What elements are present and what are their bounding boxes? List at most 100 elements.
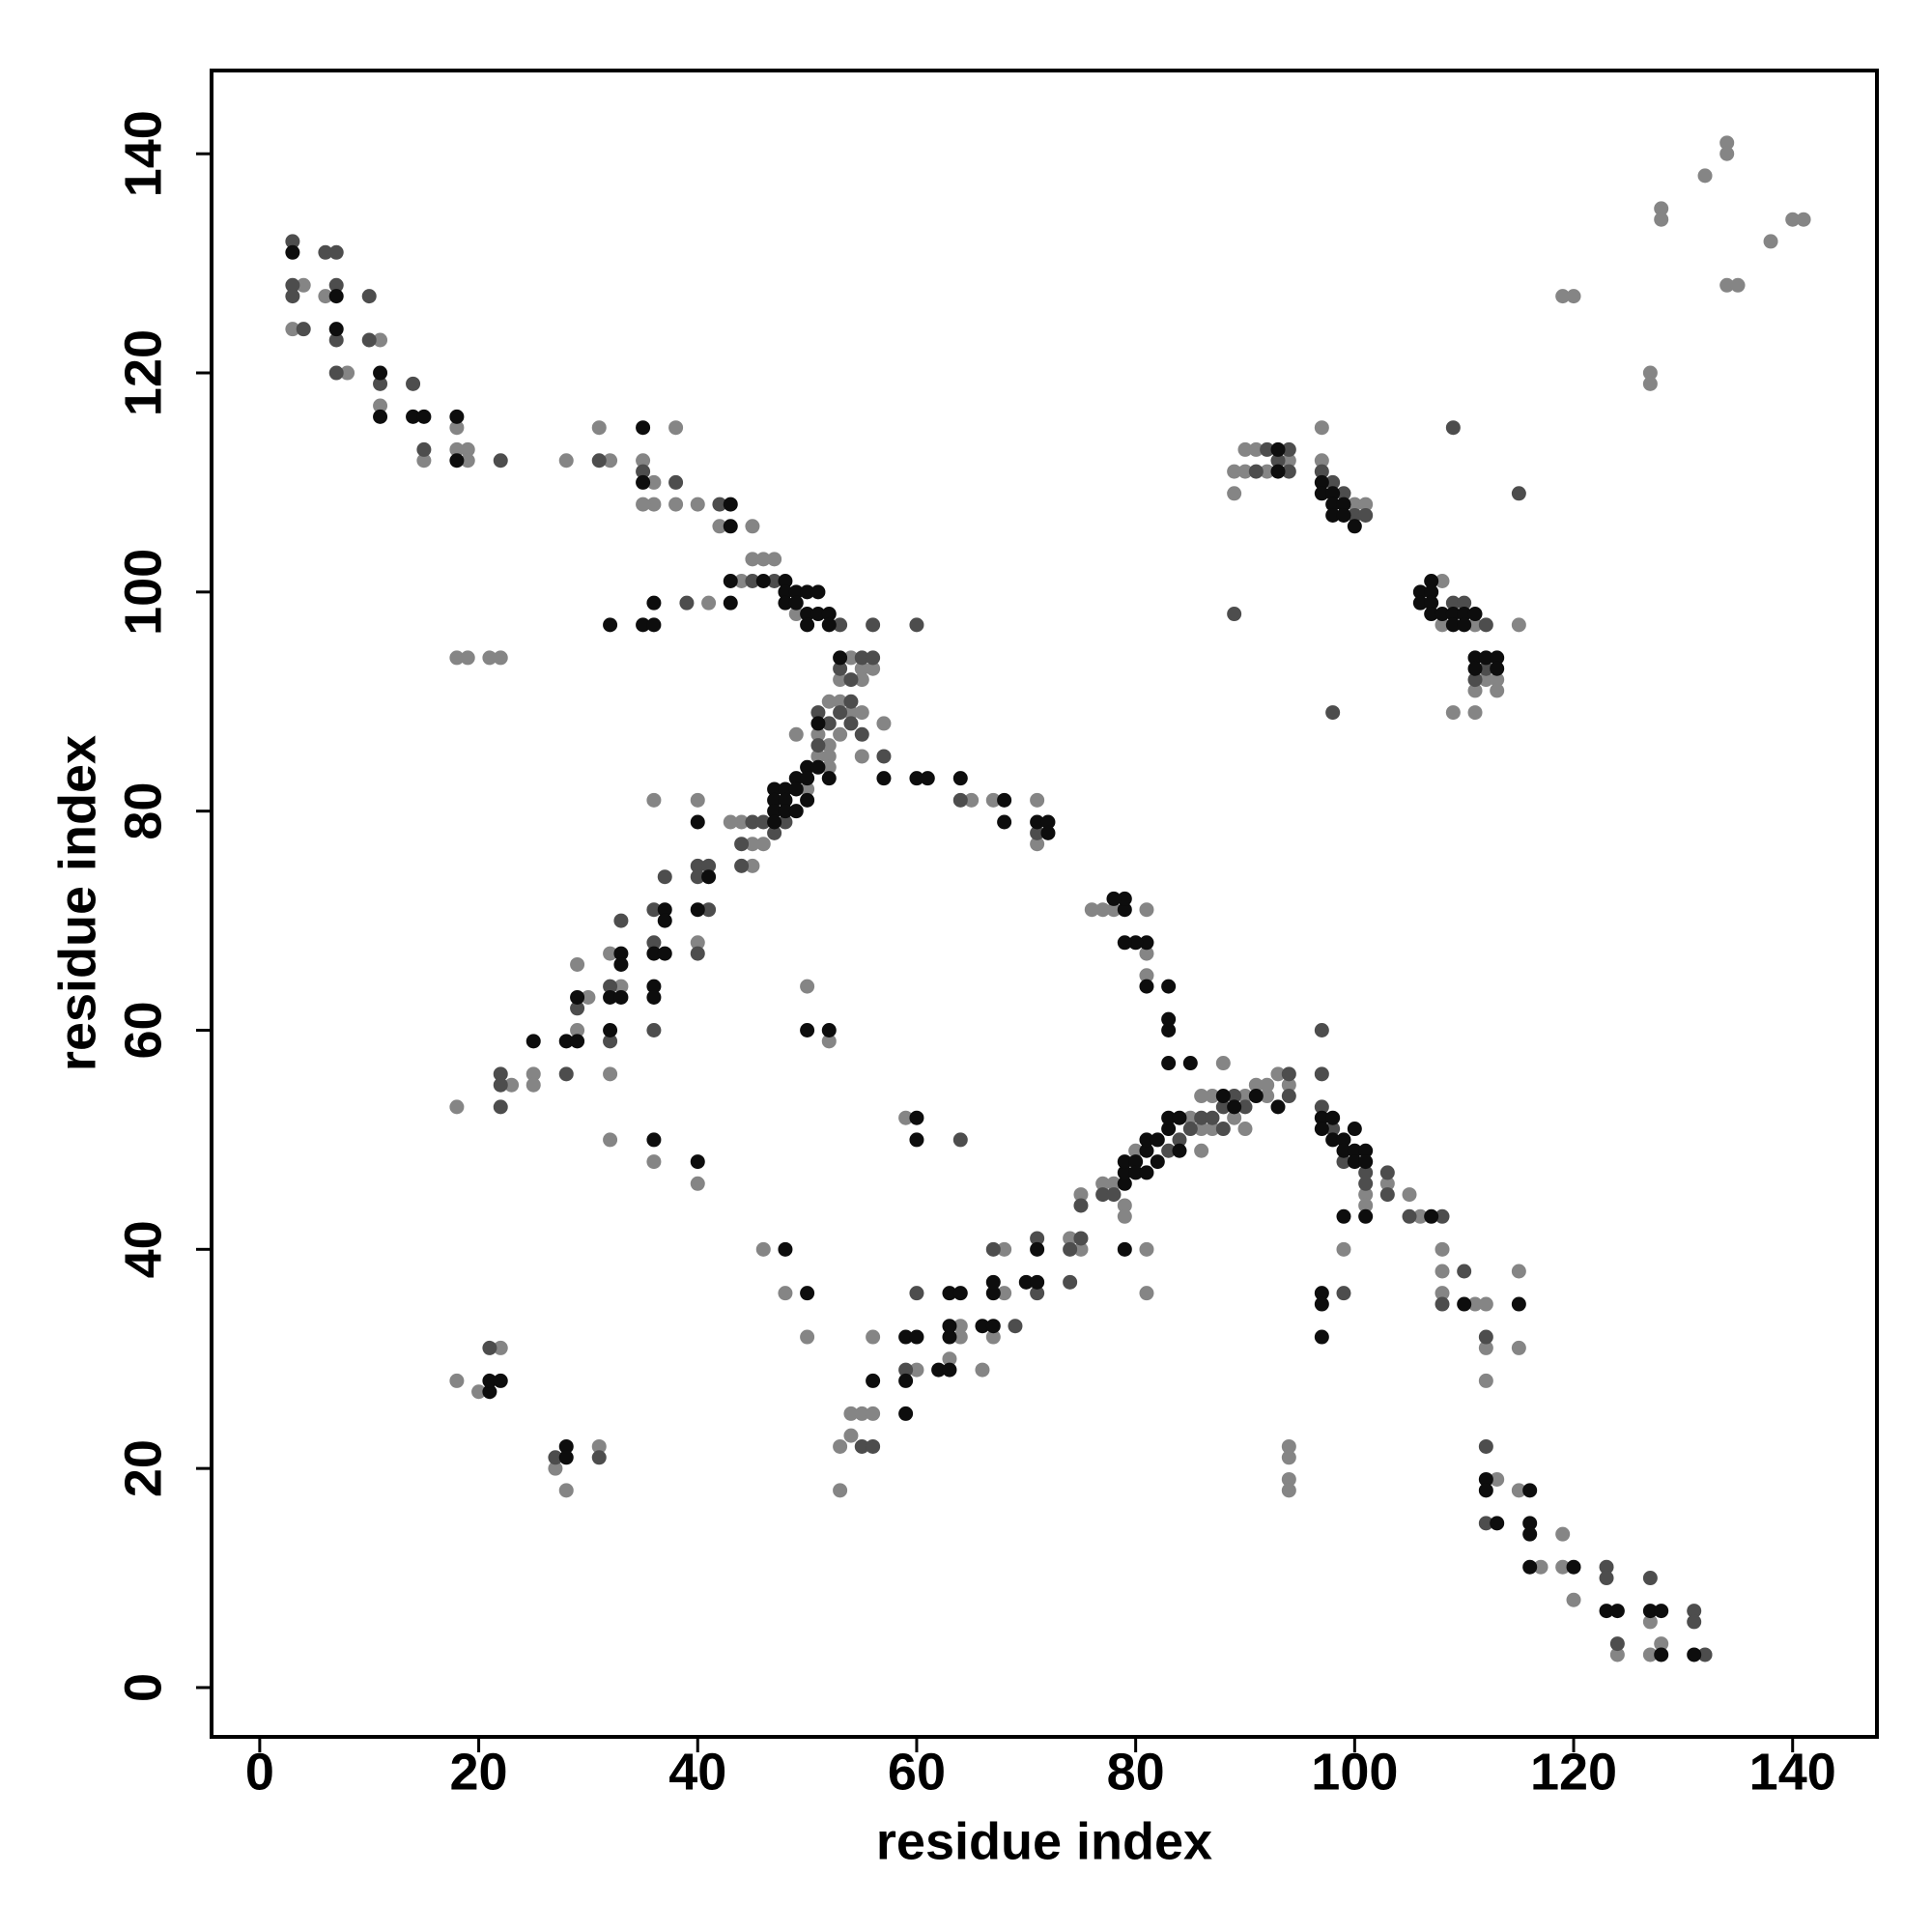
point [1478, 650, 1493, 666]
point [1063, 1274, 1078, 1290]
point [821, 771, 837, 786]
point [1314, 1122, 1329, 1137]
point [1402, 1187, 1417, 1203]
point [1073, 1241, 1089, 1257]
point [821, 716, 837, 731]
point [361, 332, 377, 348]
point [1785, 212, 1801, 227]
point [1040, 825, 1056, 840]
point [1139, 1132, 1154, 1148]
point [1555, 1526, 1571, 1542]
point [898, 1362, 914, 1378]
point [1347, 1154, 1362, 1170]
x-tick-label: 0 [245, 1743, 274, 1801]
point [328, 289, 344, 304]
point [1642, 1571, 1658, 1586]
point [1248, 464, 1264, 479]
point [1490, 650, 1505, 666]
point [1336, 1154, 1351, 1170]
point [866, 617, 881, 633]
point [1609, 1636, 1625, 1652]
point [701, 902, 717, 918]
point [800, 771, 815, 786]
point [712, 519, 727, 534]
point [1609, 1647, 1625, 1662]
point [701, 869, 717, 885]
point [1139, 935, 1154, 951]
point [767, 792, 782, 808]
point [843, 650, 859, 666]
point [1172, 1143, 1187, 1158]
point [843, 694, 859, 709]
point [1237, 1122, 1253, 1137]
point [854, 1438, 869, 1454]
point [1412, 584, 1428, 600]
point [1533, 1559, 1548, 1575]
y-axis-label: residue index [48, 735, 106, 1071]
point [942, 1351, 957, 1367]
point [1478, 1483, 1493, 1498]
point [800, 1329, 815, 1345]
point [1161, 1022, 1177, 1037]
point [558, 1438, 574, 1454]
point [1215, 1056, 1231, 1071]
point [1467, 617, 1483, 633]
point [1227, 607, 1242, 622]
point [296, 322, 311, 337]
point [985, 1274, 1001, 1290]
point [975, 1362, 990, 1378]
point [942, 1362, 957, 1378]
point [821, 694, 837, 709]
point [493, 650, 508, 666]
point [1435, 1296, 1450, 1312]
point [1566, 1559, 1581, 1575]
point [1435, 1264, 1450, 1279]
point [767, 804, 782, 819]
point [1172, 1132, 1187, 1148]
point [833, 1438, 848, 1454]
point [1654, 1647, 1669, 1662]
point [1040, 814, 1056, 830]
point [657, 913, 672, 928]
point [646, 497, 662, 512]
point [1490, 661, 1505, 676]
point [1117, 935, 1132, 951]
point [1270, 1066, 1286, 1082]
point [1063, 1241, 1078, 1257]
point [1227, 486, 1242, 501]
point [1227, 1110, 1242, 1125]
point [328, 244, 344, 260]
point [997, 814, 1012, 830]
point [1522, 1483, 1538, 1498]
point [778, 792, 793, 808]
point [876, 771, 892, 786]
point [833, 1483, 848, 1498]
point [1599, 1571, 1614, 1586]
point [657, 902, 672, 918]
point [866, 1329, 881, 1345]
point [1205, 1089, 1220, 1104]
point [668, 474, 684, 490]
point [1457, 607, 1472, 622]
point [493, 1099, 508, 1115]
point [800, 781, 815, 797]
point [723, 519, 738, 534]
point [1030, 814, 1045, 830]
point [1424, 1208, 1439, 1224]
point [1030, 825, 1045, 840]
point [318, 289, 333, 304]
point [1248, 1077, 1264, 1093]
point [701, 595, 717, 611]
y-tick-label: 60 [114, 1001, 172, 1059]
point [898, 1110, 914, 1125]
point [1609, 1604, 1625, 1619]
point [1358, 1165, 1374, 1180]
point [1139, 1143, 1154, 1158]
point [997, 792, 1012, 808]
point [449, 441, 465, 457]
point [1281, 1089, 1296, 1104]
point [788, 584, 804, 600]
point [1182, 1056, 1198, 1071]
point [1412, 595, 1428, 611]
point [712, 497, 727, 512]
